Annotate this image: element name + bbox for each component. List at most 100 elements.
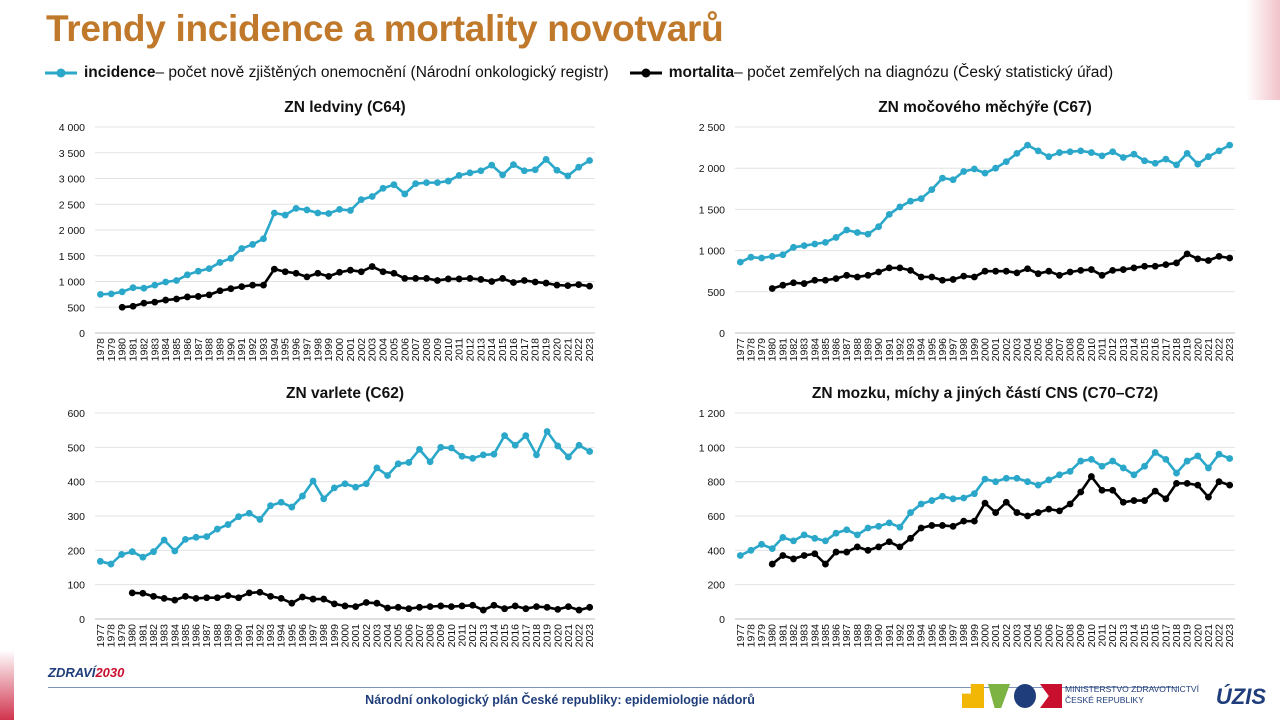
y-tick-label: 1 200 (699, 408, 725, 420)
data-point-incidence (245, 509, 253, 517)
data-point-incidence (960, 168, 968, 175)
data-point-mortalita (992, 509, 1000, 516)
data-point-mortalita (939, 522, 946, 529)
y-tick-label: 400 (67, 477, 85, 489)
data-point-mortalita (162, 296, 170, 304)
logo-text-a: ZDRAVÍ (48, 665, 96, 680)
data-point-mortalita (1098, 486, 1106, 494)
data-point-mortalita (779, 281, 787, 289)
x-tick-label: 1996 (297, 624, 309, 648)
data-point-mortalita (822, 276, 829, 284)
data-point-incidence (1194, 452, 1202, 460)
data-point-mortalita (288, 599, 296, 607)
x-tick-label: 2003 (1011, 338, 1023, 362)
y-tick-label: 200 (67, 545, 85, 557)
data-point-mortalita (213, 594, 221, 602)
data-point-incidence (412, 180, 420, 188)
data-point-mortalita (907, 266, 914, 274)
x-tick-label: 2012 (1107, 624, 1119, 648)
data-point-incidence (162, 278, 170, 286)
data-point-mortalita (554, 605, 562, 613)
data-point-mortalita (542, 279, 550, 287)
data-point-incidence (501, 432, 508, 440)
data-point-incidence (192, 533, 200, 541)
logo-icon-blue (1014, 684, 1036, 708)
data-point-mortalita (575, 281, 583, 288)
data-point-incidence (303, 206, 311, 214)
y-tick-label: 2 000 (699, 163, 725, 175)
data-point-mortalita (1119, 498, 1127, 506)
x-tick-label: 2011 (1097, 624, 1109, 647)
data-point-incidence (575, 163, 583, 171)
legend-incidence-label: incidence (84, 64, 156, 81)
data-point-incidence (768, 545, 776, 553)
data-point-incidence (758, 254, 765, 262)
x-tick-label: 1998 (958, 338, 970, 362)
data-point-incidence (96, 557, 104, 565)
x-tick-label: 1995 (280, 338, 292, 362)
data-point-mortalita (1024, 512, 1031, 520)
data-point-mortalita (939, 276, 946, 284)
data-point-mortalita (1013, 509, 1021, 516)
data-point-incidence (1098, 462, 1106, 470)
data-point-mortalita (341, 602, 349, 610)
x-tick-label: 2019 (541, 338, 553, 362)
data-point-incidence (160, 536, 168, 544)
data-point-mortalita (447, 603, 455, 611)
data-point-mortalita (412, 275, 420, 282)
y-tick-label: 400 (707, 545, 725, 557)
x-tick-label: 1997 (308, 624, 320, 648)
data-point-mortalita (423, 275, 430, 282)
x-tick-label: 1994 (269, 338, 281, 362)
data-point-incidence (917, 500, 925, 508)
x-tick-label: 1977 (735, 338, 747, 362)
data-point-mortalita (490, 601, 498, 609)
page-title: Trendy incidence a mortality novotvarů (46, 8, 724, 49)
data-point-incidence (213, 525, 221, 533)
data-point-mortalita (800, 280, 808, 287)
x-tick-label: 2015 (1139, 338, 1151, 362)
data-point-incidence (325, 210, 333, 217)
data-point-mortalita (277, 595, 285, 602)
data-point-incidence (118, 288, 126, 296)
x-tick-label: 1980 (117, 338, 129, 362)
data-point-incidence (1013, 149, 1021, 157)
x-tick-label: 2012 (1107, 338, 1119, 362)
data-point-mortalita (320, 595, 328, 603)
y-tick-label: 1 000 (699, 442, 725, 454)
data-point-mortalita (949, 522, 957, 530)
data-point-incidence (949, 176, 957, 184)
x-tick-label: 2000 (340, 624, 352, 648)
data-point-mortalita (586, 603, 594, 611)
x-tick-label: 1988 (852, 338, 864, 362)
data-point-incidence (1130, 150, 1138, 158)
data-point-mortalita (357, 268, 365, 276)
x-tick-label: 1991 (236, 338, 248, 362)
data-point-mortalita (875, 268, 883, 276)
data-point-mortalita (970, 517, 978, 525)
x-tick-label: 1981 (777, 624, 789, 648)
data-point-incidence (277, 498, 285, 506)
data-point-incidence (1045, 476, 1053, 484)
data-point-mortalita (565, 603, 572, 611)
data-point-mortalita (224, 592, 232, 600)
y-tick-label: 0 (79, 614, 85, 626)
data-point-mortalita (875, 543, 883, 551)
data-point-mortalita (522, 605, 530, 613)
data-point-incidence (1002, 474, 1010, 482)
y-tick-label: 0 (79, 328, 85, 340)
x-tick-label: 2009 (435, 624, 447, 648)
corner-accent-bottom-left (0, 650, 14, 720)
logo-text-b: 2030 (95, 665, 125, 680)
chart-cns: ZN mozku, míchy a jiných částí CNS (C70–… (650, 380, 1250, 660)
data-point-incidence (1119, 154, 1127, 161)
y-tick-label: 3 000 (59, 174, 85, 186)
data-point-incidence (1130, 471, 1138, 479)
x-tick-label: 1985 (180, 624, 192, 648)
data-point-mortalita (433, 277, 441, 284)
data-point-incidence (1024, 141, 1031, 149)
y-tick-label: 800 (707, 477, 725, 489)
x-tick-label: 2001 (990, 338, 1002, 362)
data-point-incidence (416, 445, 423, 453)
data-point-mortalita (520, 277, 528, 284)
